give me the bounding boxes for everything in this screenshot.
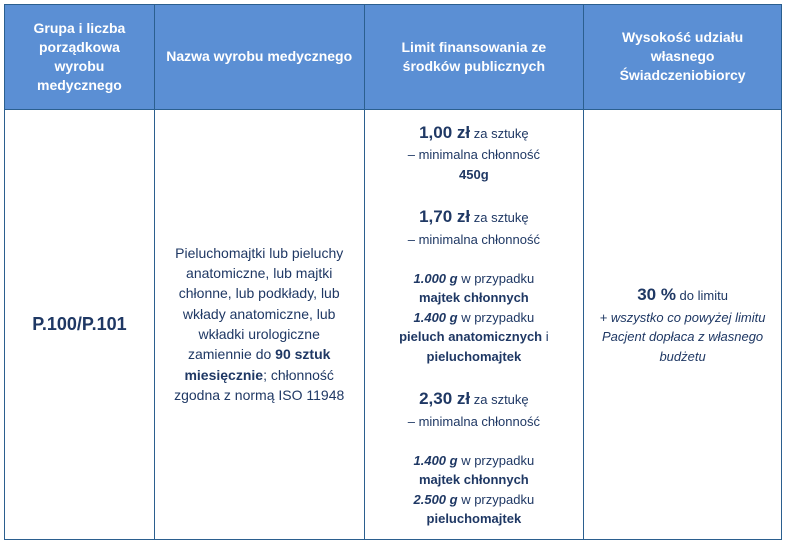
unit-1: za sztukę bbox=[470, 126, 529, 141]
b1-2: majtek chłonnych bbox=[419, 290, 529, 305]
g2-3: 2.500 g bbox=[414, 492, 458, 507]
product-description: Pieluchomajtki lub pieluchy anatomiczne,… bbox=[154, 109, 364, 539]
b2-3: pieluchomajtek bbox=[427, 511, 522, 526]
price-2: 1,70 zł bbox=[419, 207, 470, 226]
limit-tier-2: 1,70 zł za sztukę – minimalna chłonność … bbox=[365, 194, 584, 376]
t1-2: w przypadku bbox=[458, 271, 535, 286]
g1-3: 1.400 g bbox=[414, 453, 458, 468]
limit-tier-1: 1,00 zł za sztukę – minimalna chłonność … bbox=[365, 110, 584, 195]
unit-3: za sztukę bbox=[470, 392, 529, 407]
header-col3: Limit finansowania ze środków publicznyc… bbox=[364, 5, 584, 110]
b1-3: majtek chłonnych bbox=[419, 472, 529, 487]
pricing-table: Grupa i liczba porządkowa wyrobu medyczn… bbox=[4, 4, 782, 540]
price-3: 2,30 zł bbox=[419, 389, 470, 408]
b3-2: pieluchomajtek bbox=[427, 349, 522, 364]
t1-3: w przypadku bbox=[458, 453, 535, 468]
header-row: Grupa i liczba porządkowa wyrobu medyczn… bbox=[5, 5, 782, 110]
absorb-1: 450g bbox=[459, 167, 489, 182]
share-cell: 30 % do limitu + wszystko co powyżej lim… bbox=[584, 109, 782, 539]
line1-2: – minimalna chłonność bbox=[408, 232, 540, 247]
limit-tier-3: 2,30 zł za sztukę – minimalna chłonność … bbox=[365, 376, 584, 539]
header-col2: Nazwa wyrobu medycznego bbox=[154, 5, 364, 110]
t2-2: w przypadku bbox=[458, 310, 535, 325]
share-note: + wszystko co powyżej limitu Pacjent dop… bbox=[600, 310, 766, 364]
share-pct: 30 % bbox=[637, 285, 676, 304]
body-row: P.100/P.101 Pieluchomajtki lub pieluchy … bbox=[5, 109, 782, 539]
header-col1: Grupa i liczba porządkowa wyrobu medyczn… bbox=[5, 5, 155, 110]
t2-3: w przypadku bbox=[458, 492, 535, 507]
b2-2: pieluch anatomicznych bbox=[399, 329, 542, 344]
g2-2: 1.400 g bbox=[414, 310, 458, 325]
and-2: i bbox=[542, 329, 549, 344]
product-code: P.100/P.101 bbox=[5, 109, 155, 539]
limits-cell: 1,00 zł za sztukę – minimalna chłonność … bbox=[364, 109, 584, 539]
line1-3: – minimalna chłonność bbox=[408, 414, 540, 429]
unit-2: za sztukę bbox=[470, 210, 529, 225]
price-1: 1,00 zł bbox=[419, 123, 470, 142]
line1-1: – minimalna chłonność bbox=[408, 147, 540, 162]
header-col4: Wysokość udziału własnego Świadczeniobio… bbox=[584, 5, 782, 110]
desc-pre: Pieluchomajtki lub pieluchy anatomiczne,… bbox=[175, 245, 343, 362]
share-pct-txt: do limitu bbox=[676, 288, 728, 303]
g1-2: 1.000 g bbox=[414, 271, 458, 286]
